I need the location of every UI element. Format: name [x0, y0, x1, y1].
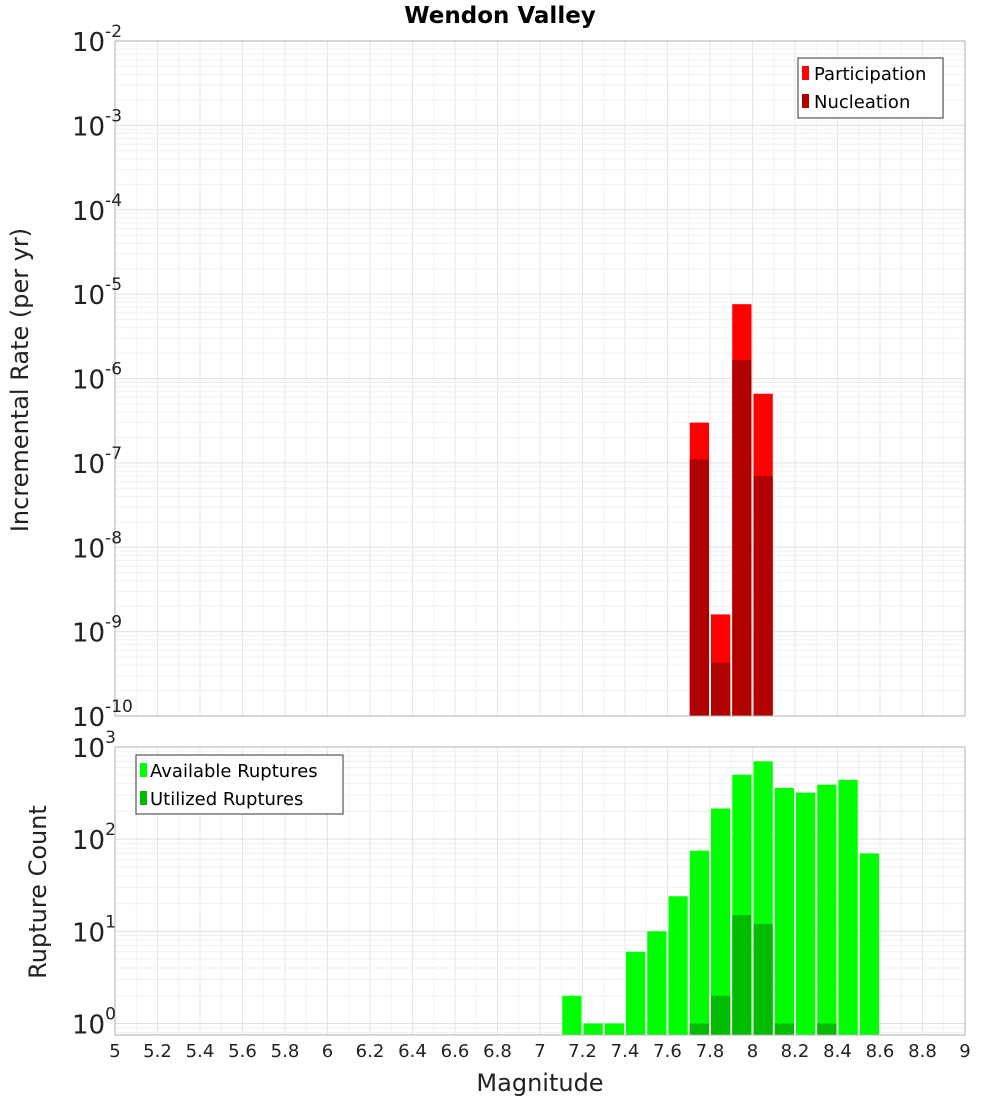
y-tick-label: 102 — [72, 820, 116, 856]
x-tick-label: 7 — [534, 1041, 545, 1062]
legend-swatch-utilized — [140, 791, 147, 805]
x-tick-labels: 5 5.2 5.4 5.6 5.8 6 6.2 6.4 6.6 6.8 7 7.2 7.4 7.6 7.8 8… — [109, 1041, 970, 1062]
legend-label-utilized: Utilized Ruptures — [150, 789, 303, 810]
bar-utilized-ruptures — [732, 915, 752, 1035]
bar-utilized-ruptures — [689, 1023, 709, 1035]
x-tick-label: 5 — [109, 1041, 120, 1062]
bar-utilized-ruptures — [817, 1023, 837, 1035]
bar-nucleation — [732, 360, 752, 716]
bar-available-ruptures — [711, 808, 731, 1035]
x-tick-label: 8.6 — [866, 1041, 895, 1062]
bottom-y-tick-labels: 100 101 102 103 — [72, 728, 116, 1040]
bar-available-ruptures — [774, 787, 794, 1035]
x-axis-label: Magnitude — [476, 1069, 603, 1097]
bottom-panel: 100 101 102 103 5 5.2 5.4 5.6 5.8 6 6.2 6.4 6.6 6.8 7… — [24, 728, 971, 1097]
x-tick-label: 5.8 — [271, 1041, 300, 1062]
top-panel: 10-10 10-9 10-8 10-7 10-6 10-5 10-4 10-3 10-2 In… — [6, 22, 966, 733]
bar-available-ruptures — [668, 896, 688, 1035]
y-tick-label: 10-5 — [72, 275, 122, 311]
bottom-legend: Available Ruptures Utilized Ruptures — [135, 754, 344, 815]
bar-available-ruptures — [817, 784, 837, 1035]
x-tick-label: 7.4 — [611, 1041, 640, 1062]
y-tick-label: 103 — [72, 728, 116, 764]
x-tick-label: 6.4 — [398, 1041, 427, 1062]
bar-available-ruptures — [647, 931, 667, 1035]
y-tick-label: 100 — [72, 1004, 116, 1040]
bar-utilized-ruptures — [711, 995, 731, 1035]
y-tick-label: 10-4 — [72, 191, 122, 227]
bar-utilized-ruptures — [774, 1023, 794, 1035]
y-tick-label: 10-7 — [72, 444, 122, 480]
y-tick-label: 101 — [72, 912, 116, 948]
x-tick-label: 7.6 — [653, 1041, 682, 1062]
y-tick-label: 10-9 — [72, 613, 122, 649]
chart-title: Wendon Valley — [404, 3, 596, 29]
x-tick-label: 7.2 — [568, 1041, 597, 1062]
bar-available-ruptures — [838, 779, 858, 1035]
top-legend: Participation Nucleation — [797, 57, 944, 119]
bar-available-ruptures — [562, 995, 582, 1035]
legend-swatch-nucleation — [802, 94, 809, 108]
legend-label-nucleation: Nucleation — [814, 92, 910, 113]
top-bars — [689, 304, 773, 716]
top-y-axis-label: Incremental Rate (per yr) — [6, 228, 34, 532]
bar-available-ruptures — [689, 850, 709, 1035]
y-tick-label: 10-3 — [72, 106, 122, 142]
bar-utilized-ruptures — [753, 924, 773, 1035]
bar-available-ruptures — [604, 1023, 624, 1035]
y-tick-label: 10-8 — [72, 528, 122, 564]
top-legend-box — [797, 57, 944, 119]
legend-label-available: Available Ruptures — [150, 761, 318, 782]
x-tick-label: 5.4 — [186, 1041, 215, 1062]
legend-swatch-participation — [802, 66, 809, 80]
x-tick-label: 6.2 — [356, 1041, 385, 1062]
x-tick-label: 9 — [959, 1041, 970, 1062]
x-tick-label: 8.8 — [908, 1041, 937, 1062]
bar-available-ruptures — [859, 853, 879, 1035]
x-tick-label: 6 — [322, 1041, 333, 1062]
bar-available-ruptures — [626, 951, 646, 1035]
bar-available-ruptures — [796, 792, 816, 1035]
bottom-legend-box — [135, 754, 344, 815]
y-tick-label: 10-6 — [72, 360, 122, 396]
x-tick-label: 8 — [747, 1041, 758, 1062]
bar-nucleation — [753, 475, 773, 716]
bar-nucleation — [711, 662, 731, 716]
x-tick-label: 6.6 — [441, 1041, 470, 1062]
x-tick-label: 6.8 — [483, 1041, 512, 1062]
bar-available-ruptures — [583, 1023, 603, 1035]
bottom-plot-border — [114, 746, 966, 1036]
x-tick-label: 8.2 — [781, 1041, 810, 1062]
y-tick-label: 10-2 — [72, 22, 122, 58]
legend-label-participation: Participation — [814, 64, 926, 85]
x-tick-label: 5.6 — [228, 1041, 257, 1062]
legend-swatch-available — [140, 763, 147, 777]
bottom-y-axis-label: Rupture Count — [24, 805, 52, 979]
bar-nucleation — [689, 459, 709, 716]
top-y-tick-labels: 10-10 10-9 10-8 10-7 10-6 10-5 10-4 10-3 10-2 — [72, 22, 133, 733]
x-tick-label: 7.8 — [696, 1041, 725, 1062]
x-tick-label: 5.2 — [143, 1041, 172, 1062]
y-tick-label: 10-10 — [72, 697, 133, 733]
bottom-bars — [562, 761, 879, 1035]
x-tick-label: 8.4 — [823, 1041, 852, 1062]
top-plot-border — [114, 40, 966, 717]
top-grid — [114, 40, 966, 717]
